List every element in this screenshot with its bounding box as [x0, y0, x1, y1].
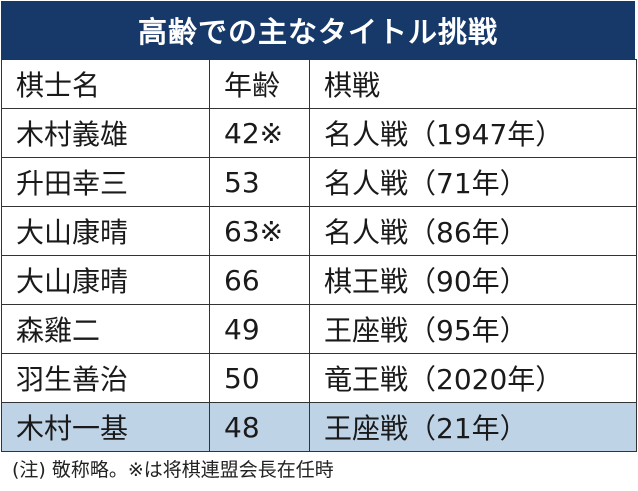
player-name-cell: 森雞二	[1, 304, 210, 354]
title-challenge-table: 棋士名 年齢 棋戦 木村義雄 42※ 名人戦（1947年） 升田幸三 53 名人…	[1, 59, 637, 452]
table-row: 大山康晴 66 棋王戦（90年）	[1, 255, 637, 305]
tournament-cell: 竜王戦（2020年）	[309, 353, 637, 403]
table-row: 森雞二 49 王座戦（95年）	[1, 304, 637, 354]
player-name-cell: 大山康晴	[1, 255, 210, 305]
tournament-cell: 王座戦（95年）	[309, 304, 637, 354]
table-row-highlighted: 木村一基 48 王座戦（21年）	[1, 402, 637, 452]
tournament-cell: 王座戦（21年）	[309, 402, 637, 452]
header-player-name: 棋士名	[1, 59, 210, 109]
player-name-cell: 羽生善治	[1, 353, 210, 403]
header-tournament: 棋戦	[309, 59, 637, 109]
table-row: 木村義雄 42※ 名人戦（1947年）	[1, 108, 637, 158]
header-age: 年齢	[209, 59, 310, 109]
header-row: 棋士名 年齢 棋戦	[1, 59, 637, 109]
player-name-cell: 木村義雄	[1, 108, 210, 158]
tournament-cell: 名人戦（86年）	[309, 206, 637, 256]
age-cell: 50	[209, 353, 310, 403]
player-name-cell: 升田幸三	[1, 157, 210, 207]
tournament-cell: 名人戦（71年）	[309, 157, 637, 207]
table-title: 高齢での主なタイトル挑戦	[1, 1, 635, 59]
age-cell: 63※	[209, 206, 310, 256]
age-cell: 66	[209, 255, 310, 305]
age-cell: 42※	[209, 108, 310, 158]
player-name-cell: 大山康晴	[1, 206, 210, 256]
table-row: 羽生善治 50 竜王戦（2020年）	[1, 353, 637, 403]
player-name-cell: 木村一基	[1, 402, 210, 452]
tournament-cell: 棋王戦（90年）	[309, 255, 637, 305]
footnote: (注) 敬称略。※は将棋連盟会長在任時	[12, 459, 334, 481]
age-cell: 53	[209, 157, 310, 207]
age-cell: 49	[209, 304, 310, 354]
table-row: 升田幸三 53 名人戦（71年）	[1, 157, 637, 207]
age-cell: 48	[209, 402, 310, 452]
tournament-cell: 名人戦（1947年）	[309, 108, 637, 158]
table-row: 大山康晴 63※ 名人戦（86年）	[1, 206, 637, 256]
